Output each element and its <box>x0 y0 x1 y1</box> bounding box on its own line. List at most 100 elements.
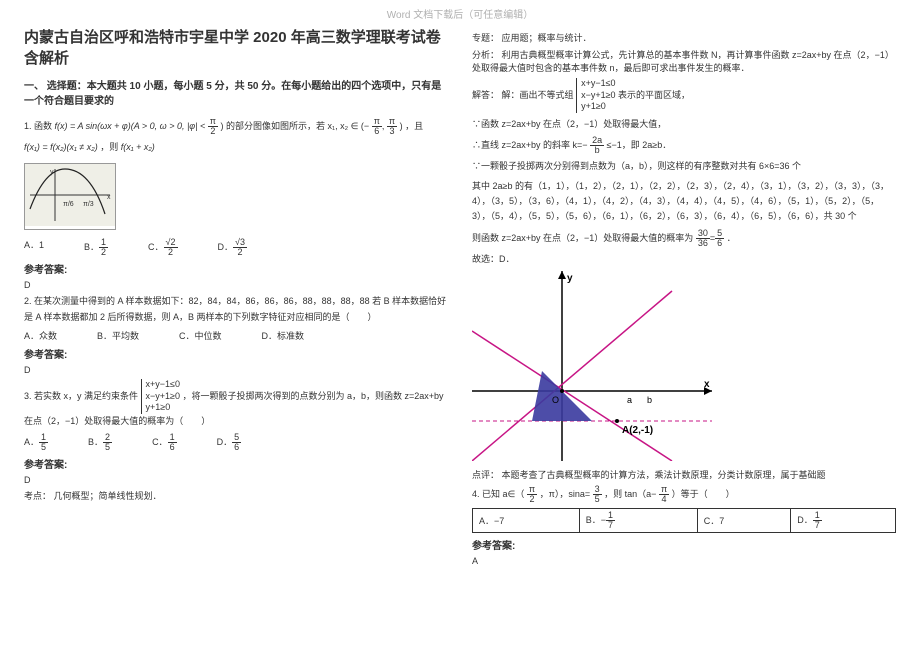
fx-label: 分析： <box>472 50 499 60</box>
q1-cond: x₁, x₂ ∈ (− <box>328 121 370 131</box>
q4-answer: A <box>472 556 896 566</box>
q4-opt-c: C．7 <box>697 508 791 532</box>
q3-line: 3. 若实数 x，y 满足约束条件 x+y−1≤0 x−y+1≥0 y+1≥0 … <box>24 379 448 429</box>
q1-opt-d: D．√32 <box>218 238 247 257</box>
jd-e: ∵一颗骰子投掷两次分别得到点数为（a，b），则这样的有序整数对共有 6×6=36… <box>472 159 896 174</box>
q4-a: 4. 已知 a∈（ <box>472 489 524 499</box>
svg-text:x: x <box>704 379 710 390</box>
q1-line2a: f(x₁) = f(x₂)(x₁ ≠ x₂) <box>24 142 98 152</box>
svg-text:A(2,-1): A(2,-1) <box>622 425 653 436</box>
jd-d: ∴直线 z=2ax+by 的斜率 k=− <box>472 140 588 150</box>
q1-line1: 1. 函数 f(x) = A sin(ωx + φ)(A > 0, ω > 0,… <box>24 117 448 136</box>
svg-text:y: y <box>567 273 573 284</box>
dp-text: 本题考查了古典概型概率的计算方法，乘法计数原理，分类计数原理，属于基础题 <box>502 470 826 480</box>
page-title: 内蒙古自治区呼和浩特市宇星中学 2020 年高三数学理联考试卷含解析 <box>24 27 448 69</box>
sine-graph-svg: π/6 π/3 x y <box>25 164 115 226</box>
jd-d-line: ∴直线 z=2ax+by 的斜率 k=− 2ab ≤−1，即 2a≥b． <box>472 136 896 155</box>
q3-opt-c: C．16 <box>152 433 177 452</box>
jd-h: ． <box>727 232 736 242</box>
q2-text: 2. 在某次测量中得到的 A 样本数据如下：82，84，84，86，86，86，… <box>24 294 448 325</box>
page-columns: 内蒙古自治区呼和浩特市宇星中学 2020 年高三数学理联考试卷含解析 一、 选择… <box>0 27 920 570</box>
jd-f: 其中 2a≥b 的有（1，1），（1，2），（2，1），（2，2），（2，3），… <box>472 179 896 225</box>
svg-text:O: O <box>552 395 559 405</box>
q1-formula: f(x) = A sin(ωx + φ)(A > 0, ω > 0, |φ| < <box>55 121 208 131</box>
section-heading: 一、 选择题：本大题共 10 小题，每小题 5 分，共 50 分。在每小题给出的… <box>24 79 448 109</box>
column-right: 专题： 应用题；概率与统计． 分析： 利用古典概型概率计算公式，先计算总的基本事… <box>472 27 896 570</box>
zt-label: 专题： <box>472 33 499 43</box>
q1-line2b: ，则 <box>100 142 118 152</box>
q4-pi4: π4 <box>659 485 669 504</box>
q1-text-a: 1. 函数 <box>24 121 52 131</box>
zhuanti: 专题： 应用题；概率与统计． <box>472 31 896 44</box>
q3-kd-label: 考点： <box>24 491 51 501</box>
q2-answer-label: 参考答案: <box>24 346 448 361</box>
q1-answer: D <box>24 280 448 290</box>
jd-label: 解答： <box>472 90 499 100</box>
pi-over-3: π3 <box>387 117 397 136</box>
q4-pi2: π2 <box>527 485 537 504</box>
q3-text-a: 3. 若实数 x，y 满足约束条件 <box>24 391 138 401</box>
jd-sys1: x+y−1≤0 <box>581 78 615 88</box>
q1-cond-tail: ) <box>400 121 403 131</box>
svg-text:π/6: π/6 <box>63 201 74 208</box>
region-svg: x y O a b A(2,-1) <box>472 271 712 461</box>
q3-sys2: x−y+1≥0 <box>146 391 180 401</box>
q1-opt-a: A．1 <box>24 238 44 257</box>
jd-i: 故选：D． <box>472 252 896 267</box>
jd-d2: ≤−1，即 2a≥b． <box>607 140 672 150</box>
q1-answer-label: 参考答案: <box>24 261 448 276</box>
q4-b: ，π），sina= <box>540 489 590 499</box>
jd-system: x+y−1≤0 x−y+1≥0 y+1≥0 <box>576 78 615 113</box>
q4-answer-label: 参考答案: <box>472 537 896 552</box>
q2-opt-d: D．标准数 <box>262 329 305 342</box>
jd-a: 解：画出不等式组 <box>502 90 574 100</box>
svg-text:a: a <box>627 395 632 405</box>
fx-text: 利用古典概型概率计算公式，先计算总的基本事件数 N，再计算事件函数 z=2ax+… <box>472 50 894 73</box>
svg-text:x: x <box>107 194 111 201</box>
q4-c: ，则 tan（a− <box>604 489 656 499</box>
q4-opt-d: D．17 <box>791 508 896 532</box>
q1-line2c: f(x₁ + x₂) <box>121 142 155 152</box>
frac-30-36: 3036 <box>696 229 710 248</box>
q4-line: 4. 已知 a∈（ π2 ，π），sina= 35 ，则 tan（a− π4 ）… <box>472 485 896 504</box>
q4-options-table: A．−7 B．−17 C．7 D．17 <box>472 508 896 533</box>
q1-opt-b: B．12 <box>84 238 108 257</box>
q3-system: x+y−1≤0 x−y+1≥0 y+1≥0 <box>141 379 180 414</box>
q2-opt-a: A．众数 <box>24 329 57 342</box>
column-left: 内蒙古自治区呼和浩特市宇星中学 2020 年高三数学理联考试卷含解析 一、 选择… <box>24 27 448 570</box>
svg-text:b: b <box>647 395 652 405</box>
fenxi: 分析： 利用古典概型概率计算公式，先计算总的基本事件数 N，再计算事件函数 z=… <box>472 48 896 74</box>
dp-label: 点评： <box>472 470 499 480</box>
jd-sys2: x−y+1≥0 <box>581 90 615 100</box>
pi-over-2: π2 <box>208 117 218 136</box>
q3-kd-text: 几何概型；简单线性规划． <box>54 491 162 501</box>
q3-sys3: y+1≥0 <box>146 402 171 412</box>
q4-opt-b: B．−17 <box>579 508 697 532</box>
jd-line1: 解答： 解：画出不等式组 x+y−1≤0 x−y+1≥0 y+1≥0 表示的平面… <box>472 78 896 113</box>
q3-options: A．15 B．25 C．16 D．56 <box>24 433 448 452</box>
q2-opt-c: C．中位数 <box>179 329 222 342</box>
q4-opt-a: A．−7 <box>473 508 580 532</box>
feasible-region-graph: x y O a b A(2,-1) <box>472 271 896 464</box>
q3-answer: D <box>24 475 448 485</box>
jd-c: ∵函数 z=2ax+by 在点（2，−1）处取得最大值， <box>472 117 896 132</box>
q3-opt-b: B．25 <box>88 433 112 452</box>
jd-sys3: y+1≥0 <box>581 101 606 111</box>
q1-text-c: ，且 <box>405 121 423 131</box>
pi-over-6: π6 <box>372 117 382 136</box>
jd-g-line: 则函数 z=2ax+by 在点（2，−1）处取得最大值的概率为 3036=56 … <box>472 229 896 248</box>
q1-formula-tail: ) <box>221 121 224 131</box>
q1-text-b: 的部分图像如图所示，若 <box>226 121 325 131</box>
svg-text:y: y <box>50 169 54 176</box>
jd-g: 则函数 z=2ax+by 在点（2，−1）处取得最大值的概率为 <box>472 232 693 242</box>
q3-answer-label: 参考答案: <box>24 456 448 471</box>
dianping: 点评： 本题考查了古典概型概率的计算方法，乘法计数原理，分类计数原理，属于基础题 <box>472 468 896 481</box>
q1-line2: f(x₁) = f(x₂)(x₁ ≠ x₂) ，则 f(x₁ + x₂) <box>24 140 448 155</box>
q1-graph: π/6 π/3 x y <box>24 163 116 230</box>
q1-opt-c: C．√22 <box>148 238 177 257</box>
frac-2a-b: 2ab <box>590 136 604 155</box>
q2-options: A．众数 B．平均数 C．中位数 D．标准数 <box>24 329 448 342</box>
q2-opt-b: B．平均数 <box>97 329 139 342</box>
zt-text: 应用题；概率与统计． <box>502 33 592 43</box>
q3-opt-d: D．56 <box>217 433 242 452</box>
